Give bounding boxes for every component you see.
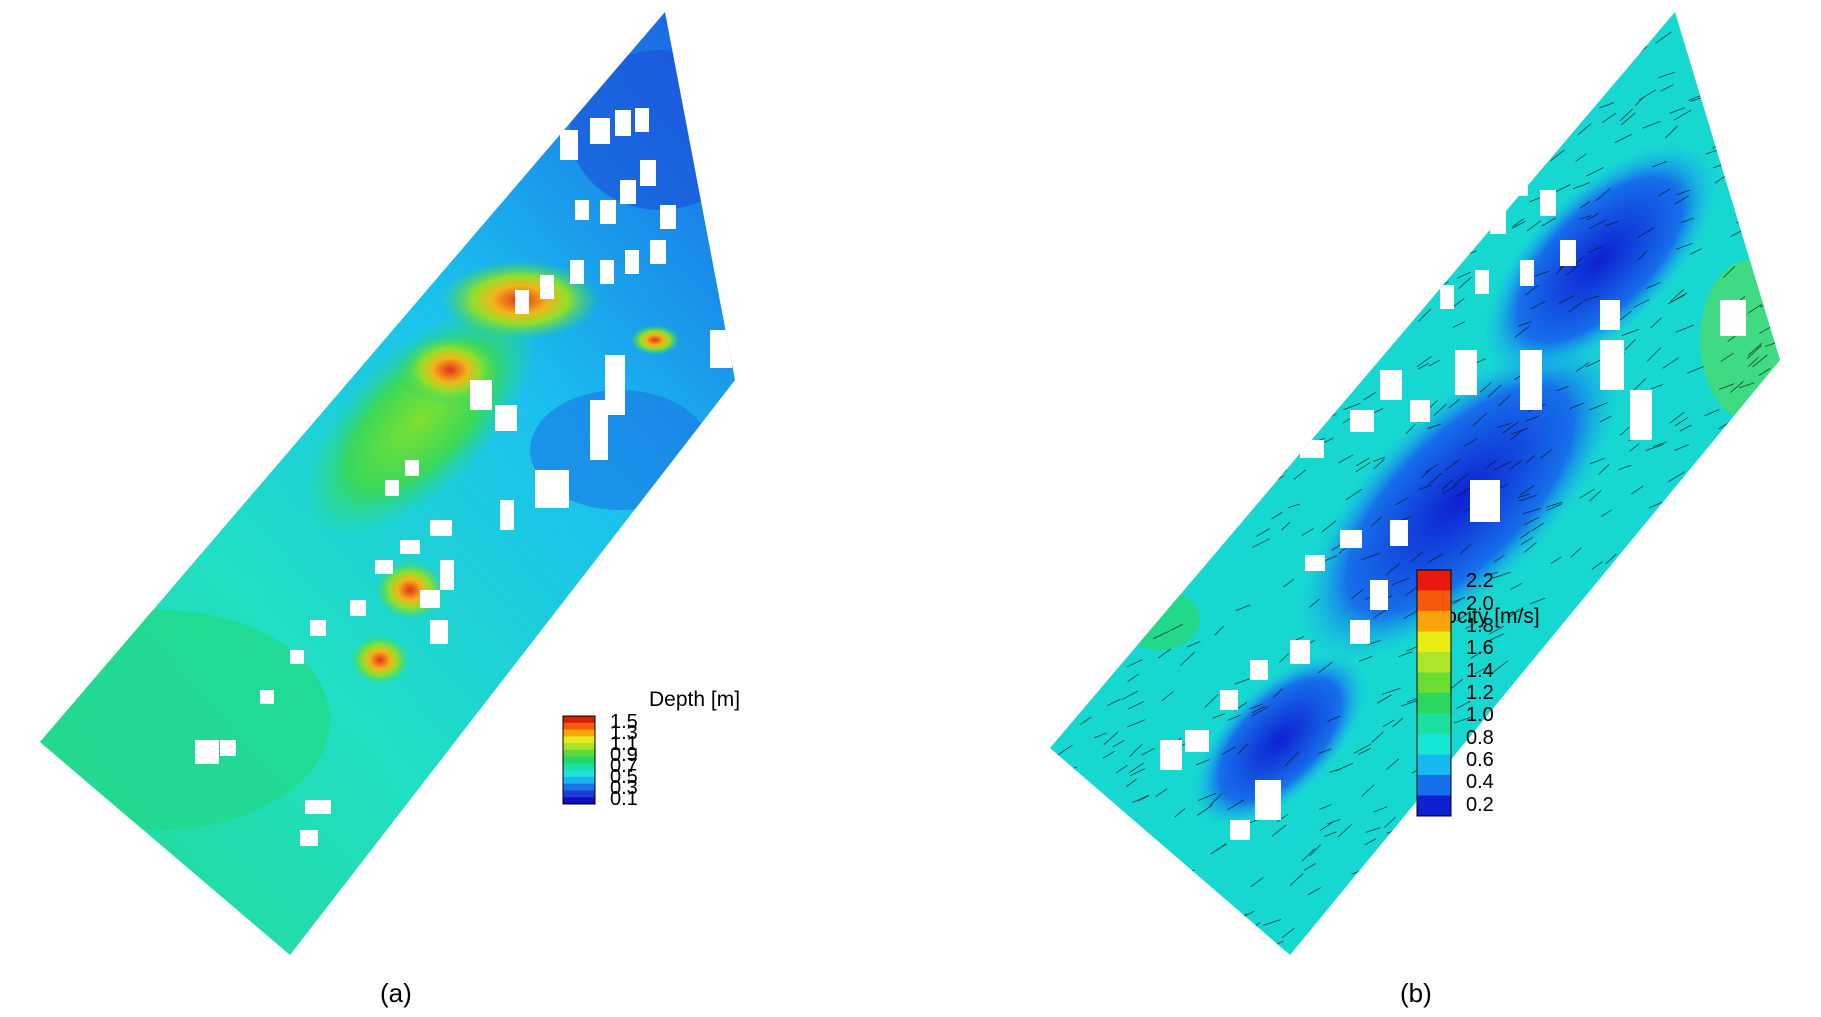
- legend-swatch: [563, 723, 595, 730]
- legend-label: 1.6: [1466, 638, 1494, 658]
- legend-swatch: [563, 763, 595, 770]
- legend-swatch: [1417, 652, 1451, 673]
- legend-label: 2.2: [1466, 571, 1494, 591]
- velocity-map-panel: Velocity [m/s] 2.2 2.0 1.8 1.6 1.4 1.2 1.0 0.8 0…: [900, 0, 1821, 1017]
- legend-swatch: [563, 757, 595, 764]
- legend-label: 0.1: [610, 789, 638, 809]
- legend-label: 1.8: [1466, 616, 1494, 636]
- legend-label: 2.0: [1466, 594, 1494, 614]
- depth-legend-bar: [0, 0, 900, 1017]
- legend-swatch: [563, 797, 595, 804]
- legend-swatch: [1417, 734, 1451, 755]
- legend-label: 0.2: [1466, 795, 1494, 815]
- legend-swatch: [1417, 755, 1451, 776]
- depth-map-panel: Depth [m] 1.5 1.3 1.1 0.9 0.7 0.5 0.3 0.1 (a): [0, 0, 900, 1017]
- legend-swatch: [563, 743, 595, 750]
- legend-swatch: [1417, 611, 1451, 632]
- legend-swatch: [563, 784, 595, 791]
- legend-label: 1.0: [1466, 705, 1494, 725]
- legend-swatch: [1417, 673, 1451, 694]
- legend-swatch: [1417, 591, 1451, 612]
- legend-swatch: [563, 770, 595, 777]
- velocity-legend-bar: [900, 0, 1821, 1017]
- caption-b: (b): [1400, 978, 1432, 1009]
- legend-swatch: [1417, 632, 1451, 653]
- legend-swatch: [1417, 796, 1451, 817]
- legend-label: 1.2: [1466, 683, 1494, 703]
- legend-swatch: [1417, 714, 1451, 735]
- legend-swatch: [563, 777, 595, 784]
- legend-label: 0.8: [1466, 728, 1494, 748]
- legend-swatch: [563, 730, 595, 737]
- legend-swatch: [1417, 693, 1451, 714]
- legend-swatch: [563, 790, 595, 797]
- legend-label: 1.4: [1466, 661, 1494, 681]
- legend-label: 0.6: [1466, 750, 1494, 770]
- legend-swatch: [563, 736, 595, 743]
- legend-swatch: [563, 716, 595, 723]
- legend-swatch: [1417, 775, 1451, 796]
- legend-swatch: [563, 750, 595, 757]
- legend-swatch: [1417, 570, 1451, 591]
- caption-a: (a): [380, 978, 412, 1009]
- legend-label: 0.4: [1466, 772, 1494, 792]
